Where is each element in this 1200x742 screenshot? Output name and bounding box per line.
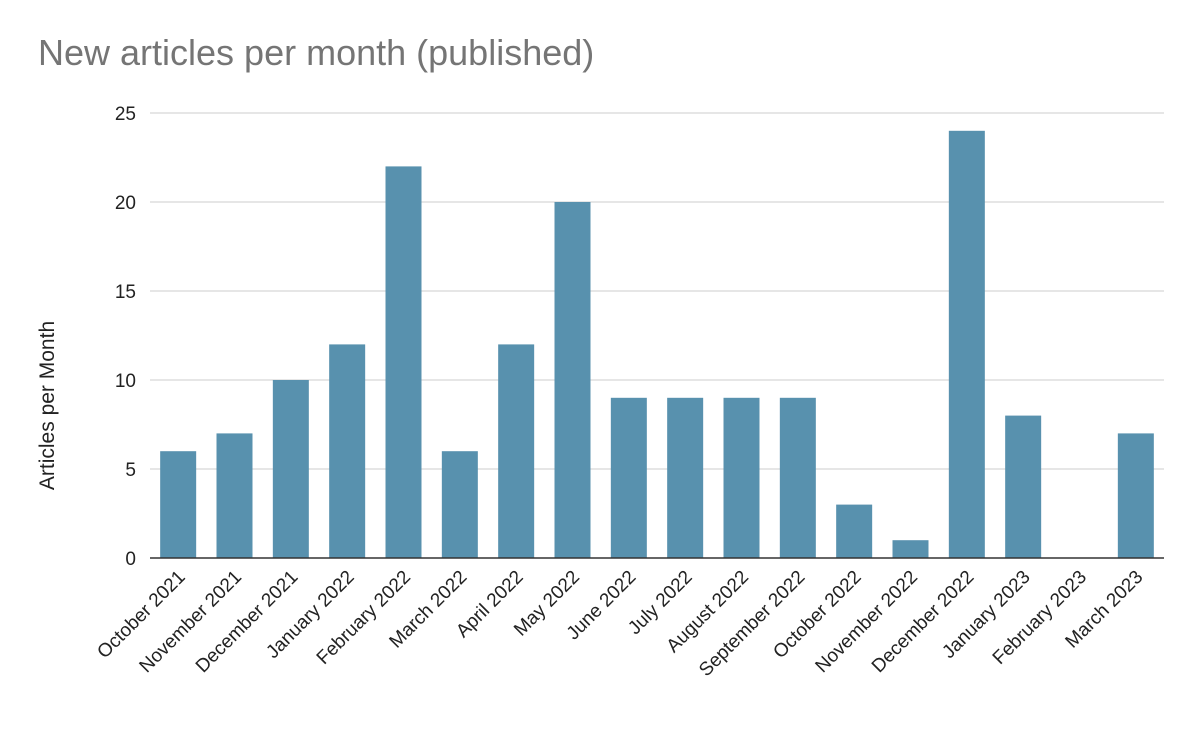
bar (667, 397, 704, 558)
bar (441, 451, 478, 558)
x-tick-label: November 2021 (136, 567, 246, 677)
x-tick-label: December 2021 (192, 567, 302, 677)
bar (892, 540, 929, 558)
bar (1117, 433, 1154, 558)
bar (610, 397, 647, 558)
x-tick-label: September 2022 (695, 567, 809, 681)
bars (160, 130, 1154, 559)
bar (723, 397, 760, 558)
y-tick-label: 15 (115, 282, 136, 303)
chart-title: New articles per month (published) (38, 32, 595, 73)
y-tick-label: 10 (115, 371, 136, 392)
bar (779, 397, 816, 558)
y-axis-title: Articles per Month (36, 321, 59, 490)
y-axis-ticks: 0 5 10 15 20 25 (115, 104, 136, 570)
bar (948, 130, 985, 559)
bar (498, 344, 535, 558)
bar (160, 451, 197, 558)
y-tick-label: 25 (115, 104, 136, 125)
x-tick-label: November 2022 (812, 567, 922, 677)
bar (836, 504, 873, 558)
x-tick-label: December 2022 (868, 567, 978, 677)
bar (329, 344, 366, 558)
bar (216, 433, 253, 558)
bar (272, 380, 309, 558)
bar (554, 202, 591, 558)
gridlines (150, 112, 1164, 470)
y-tick-label: 5 (125, 460, 136, 481)
y-tick-label: 20 (115, 193, 136, 214)
bar (385, 166, 422, 558)
y-tick-label: 0 (125, 549, 136, 570)
bar (1005, 415, 1042, 558)
